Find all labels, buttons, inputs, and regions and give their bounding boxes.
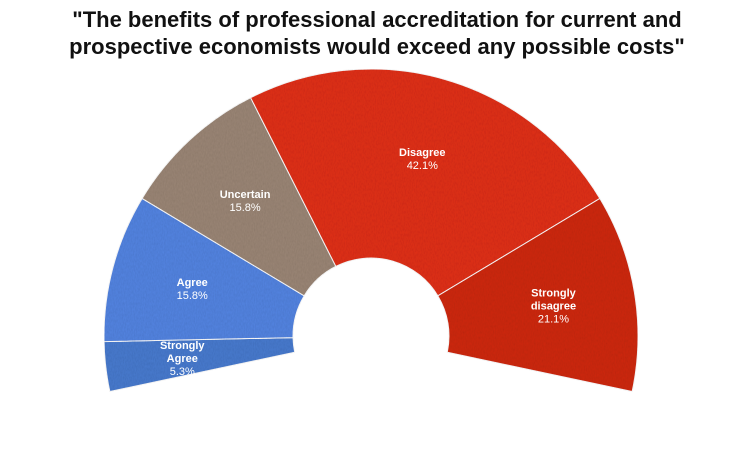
slice-name-4-0: Strongly [531, 287, 576, 299]
slice-value-2: 15.8% [229, 202, 260, 214]
labels-group: Strongly Agree 5.3%Agree 15.8%Uncertain 15.8… [160, 147, 577, 378]
slice-label-3: Disagree 42.1% [399, 147, 445, 172]
slice-value-1: 15.8% [177, 290, 208, 302]
slice-name-2-0: Uncertain [220, 189, 271, 201]
slice-1 [103, 197, 305, 343]
slice-2 [141, 97, 337, 297]
chart-title-line-1: "The benefits of professional accreditat… [72, 7, 682, 32]
slice-label-1: Agree 15.8% [177, 277, 208, 302]
slice-value-3: 42.1% [407, 160, 438, 172]
slice-4 [437, 197, 639, 393]
slice-label-0: Strongly Agree 5.3% [160, 340, 205, 378]
chart-title-line-2: prospective economists would exceed any … [69, 34, 685, 59]
chart-title: "The benefits of professional accreditat… [0, 6, 754, 60]
slice-name-4-1: disagree [531, 300, 576, 312]
slice-name-1-0: Agree [177, 277, 208, 289]
slice-name-3-0: Disagree [399, 147, 445, 159]
slices-group [103, 68, 639, 393]
slice-value-4: 21.1% [538, 313, 569, 325]
slice-3 [249, 68, 601, 297]
slice-name-0-1: Agree [167, 353, 198, 365]
slice-label-2: Uncertain 15.8% [220, 189, 271, 214]
slice-label-4: Strongly disagree 21.1% [531, 287, 577, 325]
slice-value-0: 5.3% [170, 366, 195, 378]
slice-name-0-0: Strongly [160, 340, 205, 352]
